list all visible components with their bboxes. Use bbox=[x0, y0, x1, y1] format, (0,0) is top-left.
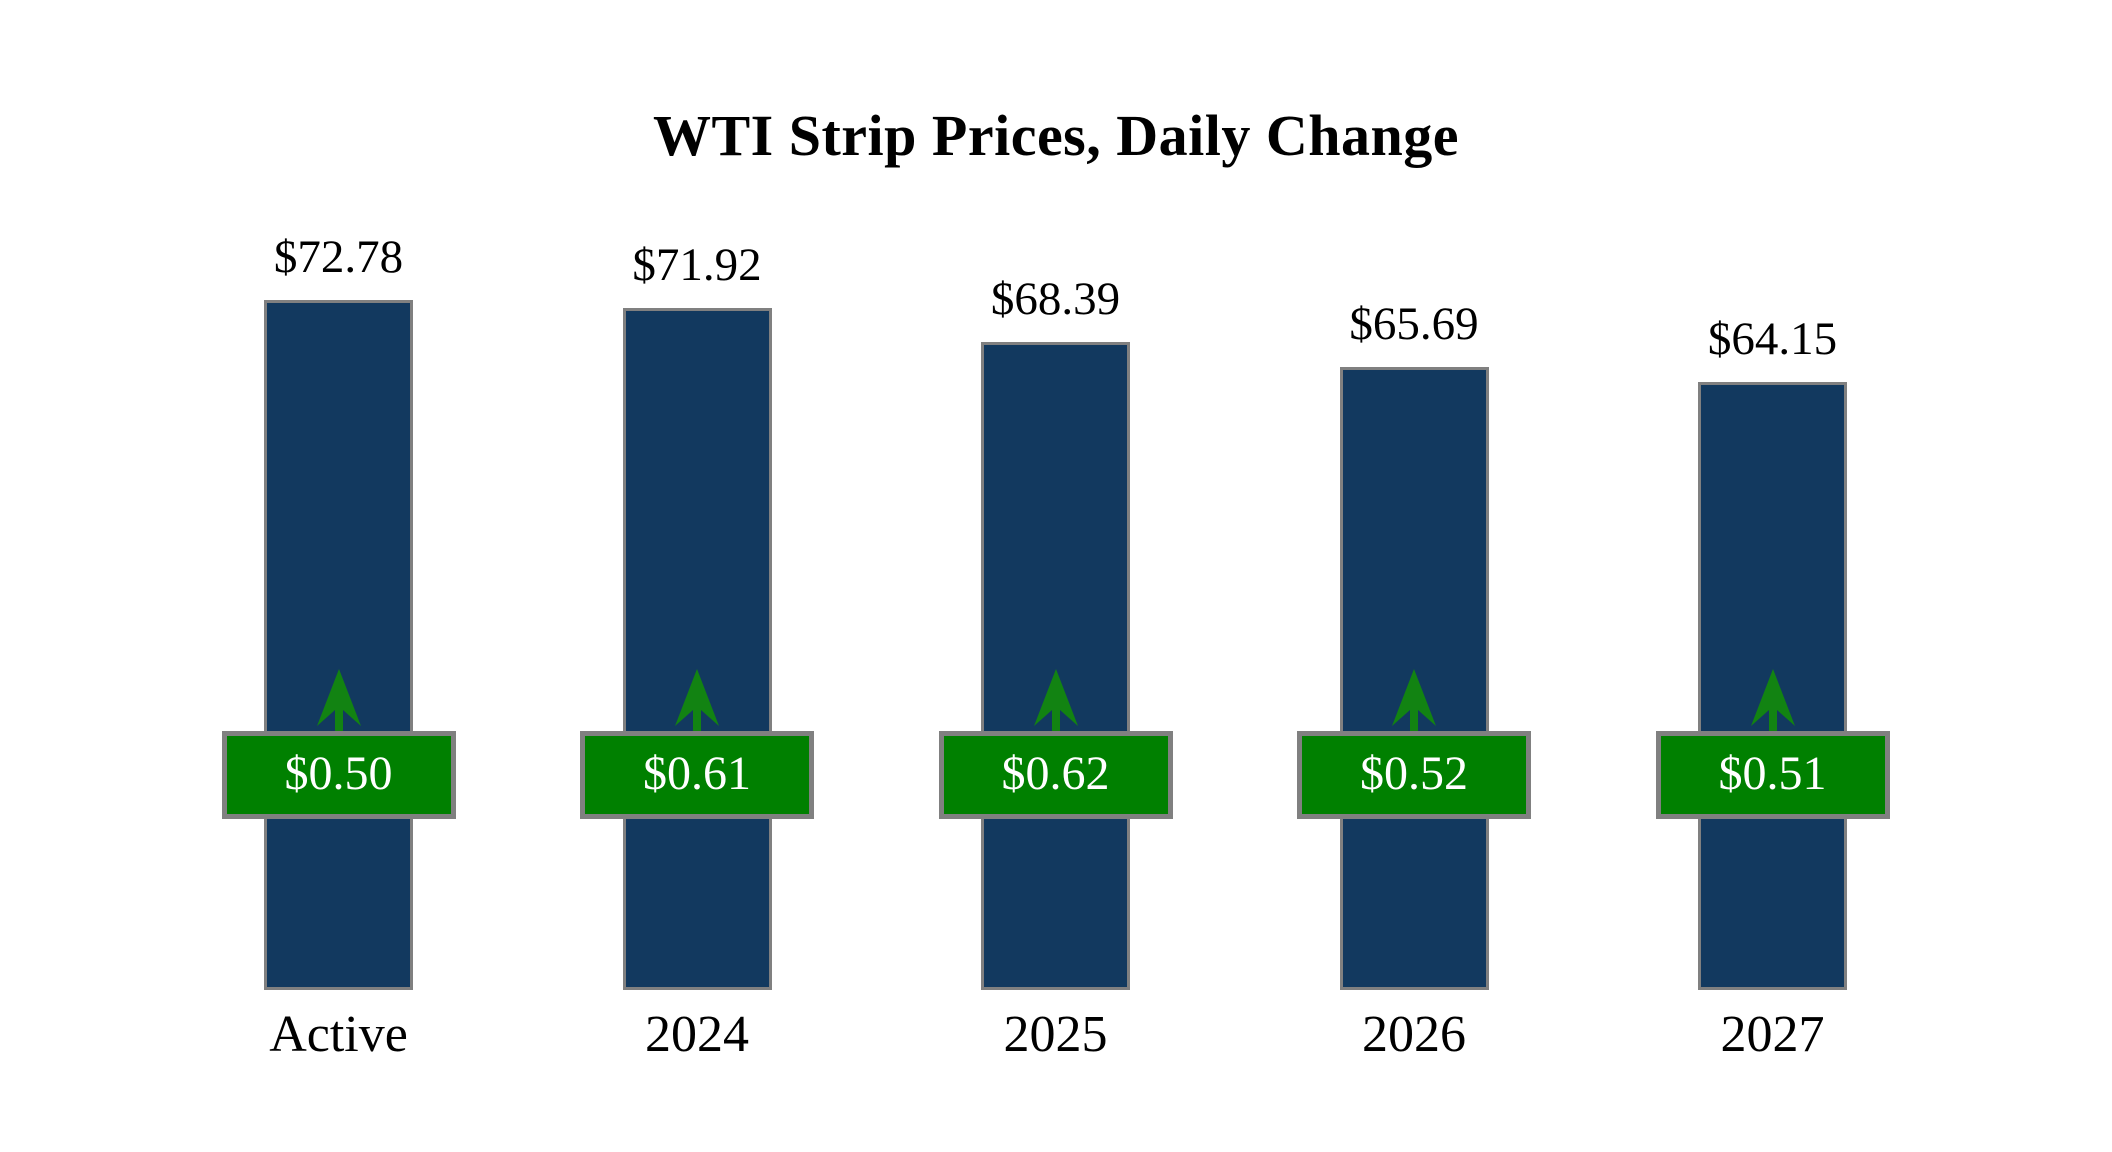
daily-change-badge: $0.50 bbox=[221, 731, 456, 819]
bar-value-label: $68.39 bbox=[990, 272, 1121, 325]
bar bbox=[264, 300, 413, 990]
up-arrow-icon bbox=[316, 669, 361, 732]
daily-change-badge: $0.51 bbox=[1655, 731, 1890, 819]
daily-change-badge: $0.61 bbox=[580, 731, 814, 819]
category-label: 2025 bbox=[1003, 1006, 1108, 1063]
bar bbox=[622, 308, 772, 990]
up-arrow-icon bbox=[675, 669, 719, 732]
category-label: Active bbox=[269, 1006, 408, 1063]
bar-value-label: $65.69 bbox=[1349, 298, 1479, 351]
chart-title: WTI Strip Prices, Daily Change bbox=[652, 103, 1460, 168]
up-arrow-icon bbox=[1750, 669, 1795, 732]
daily-change-badge: $0.62 bbox=[938, 731, 1173, 819]
daily-change-badge: $0.52 bbox=[1297, 731, 1531, 819]
up-arrow-icon bbox=[1392, 669, 1436, 732]
category-label: 2024 bbox=[645, 1006, 749, 1063]
bar bbox=[981, 341, 1130, 990]
category-label: 2026 bbox=[1362, 1006, 1466, 1063]
bar-value-label: $72.78 bbox=[273, 231, 404, 283]
bar-value-label: $71.92 bbox=[632, 239, 762, 292]
up-arrow-icon bbox=[1033, 669, 1078, 732]
bar-value-label: $64.15 bbox=[1707, 312, 1838, 365]
category-label: 2027 bbox=[1720, 1006, 1825, 1063]
